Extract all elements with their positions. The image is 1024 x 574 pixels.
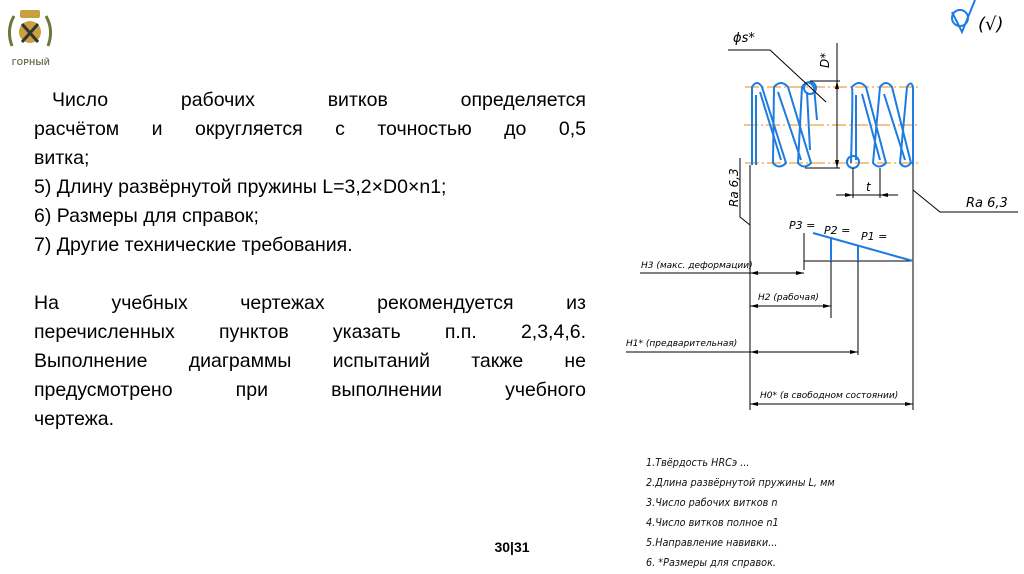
p3-label: P3 = (789, 219, 815, 232)
text-line: 6) Размеры для справок; (34, 205, 259, 227)
note-item: 6. *Размеры для справок. (646, 557, 776, 569)
text-line: 5) Длину развёрнутой пружины L=3,2×D0×n1… (34, 176, 447, 198)
h2-label: H2 (рабочая) (758, 293, 819, 303)
text-line: 7) Другие технические требования. (34, 234, 353, 256)
page-number: 30|31 (494, 539, 530, 555)
body-text: Число рабочих витков определяется расчёт… (34, 86, 586, 434)
text-line: Выполнение диаграммы испытаний также не (34, 350, 586, 372)
text-line: витка; (34, 147, 90, 169)
text-line: перечисленных пунктов указать п.п. 2,3,4… (34, 321, 586, 343)
note-item: 3.Число рабочих витков n (646, 497, 778, 509)
p1-label: P1 = (861, 230, 887, 243)
technical-requirements: 1.Твёрдость HRCэ ... 2.Длина развёрнутой… (646, 453, 835, 573)
roughness-right: Ra 6,3 (966, 196, 1008, 211)
text-line: расчётом и округляется с точностью до 0,… (34, 118, 586, 140)
text-line: Число рабочих витков определяется (52, 89, 586, 111)
text-line: На учебных чертежах рекомендуется из (34, 292, 586, 314)
pitch-label: t (866, 180, 872, 194)
text-line: предусмотрено при выполнении учебного (34, 379, 586, 401)
diameter-label: D* (818, 53, 832, 68)
text-line: чертежа. (34, 408, 115, 430)
roughness-general: (√) (978, 14, 1004, 35)
h0-label: H0* (в свободном состоянии) (760, 391, 898, 401)
note-item: 1.Твёрдость HRCэ ... (646, 457, 750, 469)
note-item: 5.Направление навивки... (646, 537, 778, 549)
note-item: 4.Число витков полное n1 (646, 517, 779, 529)
h3-label: H3 (макс. деформации) (641, 261, 753, 271)
dimension-lines (626, 43, 1018, 410)
wire-diameter-label: ϕs* (733, 31, 755, 46)
p2-label: P2 = (824, 224, 850, 237)
roughness-general-icon: (√) (951, 0, 1004, 35)
note-item: 2.Длина развёрнутой пружины L, мм (646, 477, 835, 489)
load-diagram (812, 232, 914, 262)
roughness-left: Ra 6,3 (727, 168, 741, 207)
h1-label: H1* (предварительная) (626, 339, 737, 349)
logo-text: ГОРНЫЙ (11, 58, 51, 67)
university-logo: ГОРНЫЙ (2, 2, 58, 68)
